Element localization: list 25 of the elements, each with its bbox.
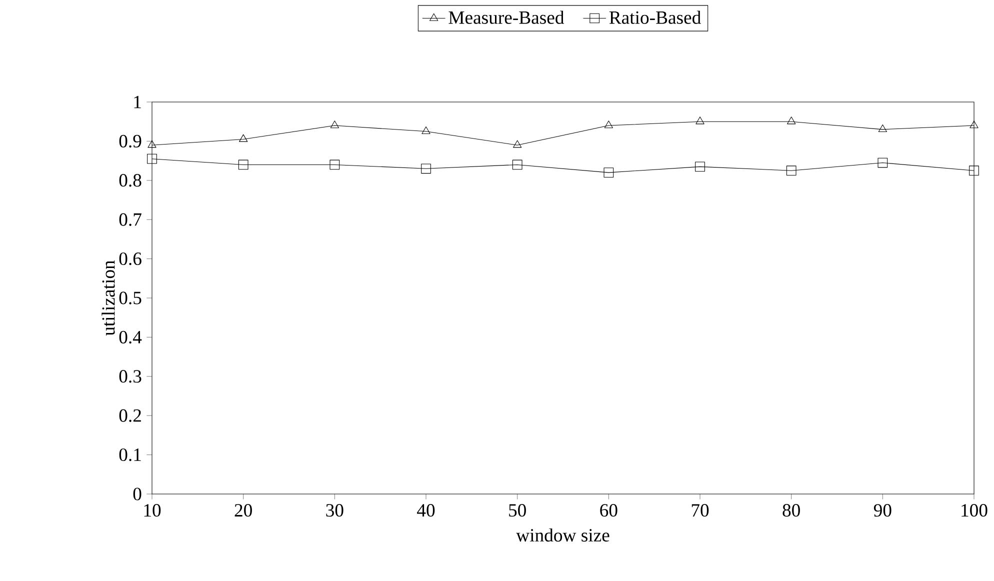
legend-label: Ratio-Based (609, 10, 701, 24)
y-tick-label: 0.1 (119, 448, 141, 462)
x-tick-label: 50 (509, 504, 526, 517)
x-tick-label: 60 (600, 504, 618, 517)
y-tick-label: 0.3 (119, 370, 142, 383)
legend-label: Measure-Based (448, 10, 564, 24)
x-tick-label: 80 (782, 504, 800, 517)
x-axis-title: window size (516, 528, 610, 542)
x-tick-label: 100 (962, 504, 988, 517)
y-tick-label: 0.8 (119, 174, 142, 187)
x-tick-label: 90 (874, 504, 892, 517)
y-tick-label: 0.6 (119, 252, 142, 266)
x-tick-label: 10 (144, 504, 161, 517)
y-axis-title: utilization (102, 260, 115, 336)
y-tick-label: 1 (134, 96, 141, 108)
x-tick-label: 30 (326, 504, 344, 517)
y-tick-label: 0.4 (119, 330, 142, 344)
x-tick-label: 20 (234, 504, 252, 517)
y-tick-label: 0.5 (119, 292, 142, 304)
y-tick-label: 0.2 (119, 409, 141, 422)
y-tick-label: 0.9 (119, 134, 142, 148)
y-tick-label: 0 (133, 488, 142, 500)
x-tick-label: 40 (417, 504, 435, 517)
x-tick-label: 70 (692, 504, 709, 517)
y-tick-label: 0.7 (119, 213, 142, 226)
